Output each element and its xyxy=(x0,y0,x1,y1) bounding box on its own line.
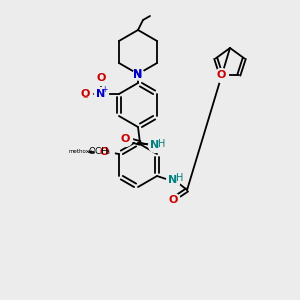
Text: N: N xyxy=(168,175,178,185)
Text: ⁻: ⁻ xyxy=(82,95,88,105)
Text: O: O xyxy=(168,195,178,205)
Text: N: N xyxy=(150,140,160,150)
Text: H: H xyxy=(176,173,184,183)
Text: 3: 3 xyxy=(106,151,110,155)
Text: O: O xyxy=(99,147,109,157)
Text: O: O xyxy=(80,89,90,99)
Text: methoxy: methoxy xyxy=(69,149,93,154)
Text: O: O xyxy=(96,73,106,83)
Text: O: O xyxy=(120,134,130,144)
Text: N: N xyxy=(134,70,142,80)
Text: OCH: OCH xyxy=(89,146,109,155)
Text: N: N xyxy=(96,89,106,99)
Text: +: + xyxy=(101,85,107,94)
Text: H: H xyxy=(158,139,166,149)
Text: O: O xyxy=(217,70,226,80)
Text: N: N xyxy=(134,69,142,79)
